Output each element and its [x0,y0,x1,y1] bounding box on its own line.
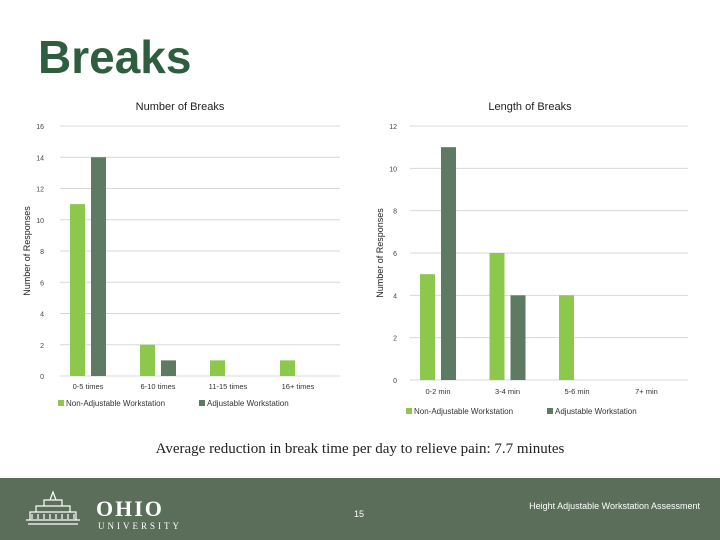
number-of-breaks-bar-non-adjustable [140,344,155,376]
number-of-breaks-y-axis-label: Number of Responses [22,206,32,296]
length-of-breaks-ytick-label: 0 [393,378,397,385]
university-logo: OHIO UNIVERSITY [18,486,179,532]
number-of-breaks-bar-adjustable [91,157,106,376]
number-of-breaks-chart-title: Number of Breaks [136,101,225,113]
length-of-breaks-category-label: 0-2 min [425,387,450,396]
number-of-breaks-legend-label: Adjustable Workstation [207,399,289,408]
logo-wordmark: OHIO [96,496,164,521]
length-of-breaks-chart-title: Length of Breaks [488,101,572,113]
length-of-breaks-bar-adjustable [441,147,456,380]
number-of-breaks-legend-label: Non-Adjustable Workstation [66,399,165,408]
length-of-breaks-category-label: 3-4 min [495,387,520,396]
logo-subtext: UNIVERSITY [98,521,182,531]
length-of-breaks-legend-label: Non-Adjustable Workstation [414,407,513,416]
length-of-breaks-bar-adjustable [510,295,526,380]
length-of-breaks-bar-non-adjustable [559,295,574,380]
length-of-breaks-bar-non-adjustable [420,274,435,380]
number-of-breaks-ytick-label: 8 [40,249,44,256]
number-of-breaks-bar-non-adjustable [70,204,85,376]
number-of-breaks-category-label: 6-10 times [140,382,175,391]
number-of-breaks-bar-adjustable [161,360,176,376]
length-of-breaks-legend-swatch [406,408,412,414]
number-of-breaks-category-label: 0-5 times [73,382,104,391]
number-of-breaks-ytick-label: 6 [40,280,44,287]
number-of-breaks-legend-swatch [58,400,64,406]
number-of-breaks-ytick-label: 10 [36,218,44,225]
number-of-breaks-ytick-label: 12 [36,187,44,194]
length-of-breaks-legend-swatch [547,408,553,414]
number-of-breaks-ytick-label: 4 [40,312,44,319]
number-of-breaks-category-label: 16+ times [282,382,315,391]
length-of-breaks-bar-non-adjustable [489,253,505,380]
page-number: 15 [354,509,365,519]
length-of-breaks-legend-label: Adjustable Workstation [555,407,637,416]
length-of-breaks-ytick-label: 6 [393,251,397,258]
length-of-breaks-ytick-label: 8 [393,209,397,216]
number-of-breaks-ytick-label: 16 [36,124,44,131]
number-of-breaks-ytick-label: 0 [40,374,44,381]
number-of-breaks-bar-non-adjustable [210,360,225,376]
length-of-breaks-y-axis-label: Number of Responses [375,208,385,298]
length-of-breaks-category-label: 5-6 min [564,387,589,396]
footer-caption: Height Adjustable Workstation Assessment [529,501,700,511]
number-of-breaks-legend-swatch [199,400,205,406]
length-of-breaks-category-label: 7+ min [635,387,658,396]
slide-title: Breaks [38,31,192,83]
length-of-breaks-ytick-label: 2 [393,336,397,343]
footer-bar: OHIO UNIVERSITY 15 Height Adjustable Wor… [0,478,720,540]
length-of-breaks-ytick-label: 12 [389,124,397,131]
summary-text: Average reduction in break time per day … [155,441,565,457]
cupola-logo-icon [26,490,80,525]
number-of-breaks-bar-non-adjustable [280,360,295,376]
charts-canvas: Number of Breaks 0 2 4 6 8 10 12 14 16 Number of R… [22,101,688,416]
number-of-breaks-ytick-label: 14 [36,155,44,162]
length-of-breaks-ytick-label: 4 [393,293,397,300]
number-of-breaks-category-label: 11-15 times [209,382,248,391]
number-of-breaks-ytick-label: 2 [40,343,44,350]
length-of-breaks-ytick-label: 10 [389,166,397,173]
